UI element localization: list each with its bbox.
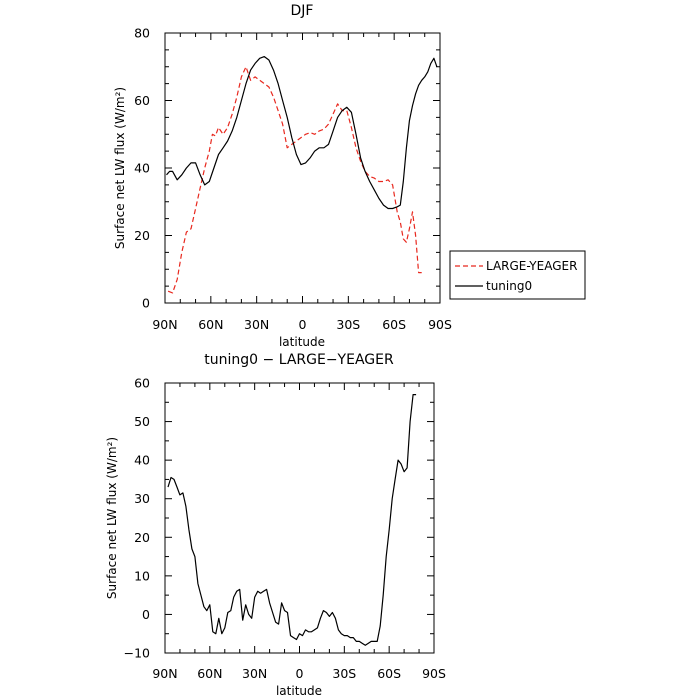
legend-label-large-yeager: LARGE-YEAGER	[486, 259, 577, 273]
bottom-y-tick-label-10: 10	[134, 568, 150, 583]
top-x-tick-label-30s: 30S	[336, 317, 360, 332]
bottom-y-tick-label-20: 20	[134, 530, 150, 545]
bottom-x-tick-label-30n: 30N	[242, 666, 267, 681]
bottom-chart-panel: tuning0 − LARGE−YEAGER 90N 60N 30N 0 30S…	[105, 352, 446, 698]
bottom-axis-ticks	[164, 382, 435, 654]
bottom-series-lines	[167, 394, 417, 646]
bottom-y-tick-label-60: 60	[134, 376, 150, 391]
top-y-tick-label-80: 80	[134, 26, 150, 41]
top-chart-panel: DJF 90N 60N 30N 0 30S 60S 90S 0 20 40 60…	[113, 3, 452, 349]
top-series-line-tuning0	[166, 55, 438, 210]
legend-box	[449, 250, 586, 300]
top-y-tick-label-0: 0	[142, 296, 150, 311]
bottom-chart-title: tuning0 − LARGE−YEAGER	[204, 352, 394, 368]
bottom-x-tick-labels: 90N 60N 30N 0 30S 60S 90S	[152, 666, 446, 681]
bottom-x-tick-label-90s: 90S	[422, 666, 446, 681]
top-x-tick-label-60s: 60S	[382, 317, 406, 332]
bottom-y-tick-label-30: 30	[134, 491, 150, 506]
top-series-line-large-yeager	[167, 66, 422, 294]
top-x-tick-label-90n: 90N	[152, 317, 177, 332]
top-series-lines	[166, 55, 438, 294]
bottom-series-line-1	[167, 394, 417, 646]
top-x-tick-label-30n: 30N	[244, 317, 269, 332]
top-x-tick-label-90s: 90S	[428, 317, 452, 332]
top-axis-ticks	[164, 32, 441, 304]
bottom-x-tick-label-60s: 60S	[377, 666, 401, 681]
top-x-tick-label-60n: 60N	[198, 317, 223, 332]
bottom-x-tick-label-0: 0	[296, 666, 304, 681]
bottom-x-axis-label: latitude	[276, 684, 322, 698]
top-y-tick-label-20: 20	[134, 228, 150, 243]
bottom-y-axis-label: Surface net LW flux (W/m²)	[105, 437, 119, 599]
top-y-tick-label-60: 60	[134, 93, 150, 108]
top-y-tick-labels: 0 20 40 60 80	[134, 26, 150, 311]
bottom-plot-frame	[164, 382, 435, 654]
top-x-tick-labels: 90N 60N 30N 0 30S 60S 90S	[152, 317, 452, 332]
bottom-y-tick-label-40: 40	[134, 453, 150, 468]
top-chart-title: DJF	[291, 3, 314, 19]
bottom-y-tick-label-0: 0	[142, 607, 150, 622]
top-plot-frame	[164, 32, 441, 304]
bottom-x-tick-label-30s: 30S	[332, 666, 356, 681]
top-y-axis-label: Surface net LW flux (W/m²)	[113, 87, 127, 249]
bottom-x-tick-label-60n: 60N	[197, 666, 222, 681]
top-x-axis-label: latitude	[279, 335, 325, 349]
bottom-x-tick-label-90n: 90N	[152, 666, 177, 681]
bottom-y-tick-label-50: 50	[134, 414, 150, 429]
bottom-y-tick-labels: −10 0 10 20 30 40 50 60	[124, 376, 150, 661]
top-y-tick-label-40: 40	[134, 161, 150, 176]
chart-legend: LARGE-YEAGER tuning0	[449, 250, 586, 300]
bottom-y-tick-label-minus10: −10	[124, 646, 150, 661]
top-x-tick-label-0: 0	[299, 317, 307, 332]
legend-label-tuning0: tuning0	[486, 279, 532, 293]
